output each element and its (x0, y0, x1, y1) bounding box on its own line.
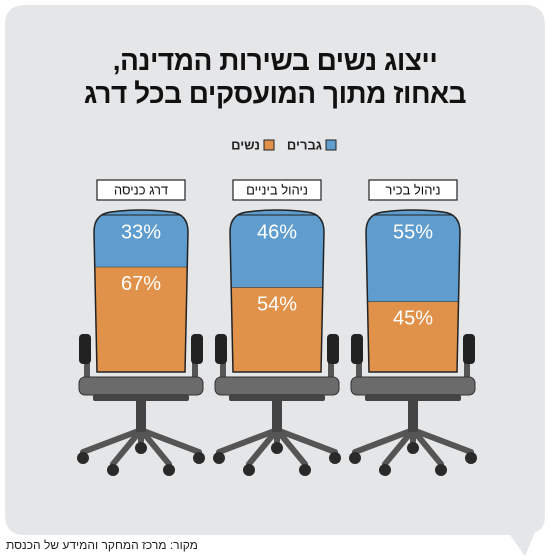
chair-stem (272, 398, 282, 432)
armrest-post (328, 355, 334, 385)
chair-mechanism (93, 394, 189, 401)
armrest-post (464, 355, 470, 385)
category-label: ניהול ביניים (246, 182, 308, 197)
chair-outline (365, 209, 461, 373)
chair-wheel (435, 464, 447, 476)
bar-segment (94, 210, 188, 267)
category-box (96, 179, 186, 201)
chair-wheel (213, 452, 225, 464)
chair-leg (80, 427, 144, 455)
chair-leg (110, 427, 144, 467)
armrest-post (220, 355, 226, 385)
value-label: 67% (121, 273, 161, 295)
category-label: ניהול בכיר (385, 182, 440, 197)
legend-label: נשים (231, 137, 260, 152)
bar-segment (230, 287, 324, 372)
chair-leg (410, 427, 444, 467)
legend-swatch (263, 139, 275, 151)
chair-leg (216, 427, 280, 455)
legend-swatch (325, 139, 337, 151)
chair-wheel (299, 464, 311, 476)
armrest (191, 334, 203, 364)
chair-back (94, 210, 188, 372)
chair-mechanism (365, 394, 461, 401)
chair-wheel (135, 442, 147, 454)
chair-stem (136, 398, 146, 432)
chair-wheel (243, 464, 255, 476)
bar-segment (94, 266, 188, 372)
chair-outline (229, 209, 325, 373)
armrest-post (192, 355, 198, 385)
chair-wheel (349, 452, 361, 464)
chair-mechanism (229, 394, 325, 401)
armrest (351, 334, 363, 364)
source: מקור: מרכז המחקר והמידע של הכנסת (6, 538, 198, 552)
value-label: 55% (393, 221, 433, 243)
value-label: 46% (257, 221, 297, 243)
armrest (463, 334, 475, 364)
chair-back (366, 210, 460, 372)
armrest-post (84, 355, 90, 385)
chair-leg (382, 427, 416, 467)
chair-leg (138, 427, 202, 455)
chair-wheel (379, 464, 391, 476)
chair-leg (274, 427, 338, 455)
armrest (327, 334, 339, 364)
category-box (368, 179, 458, 201)
chair-stem (408, 398, 418, 432)
value-label: 45% (393, 308, 433, 330)
chair-wheel (329, 452, 341, 464)
chair-wheel (163, 464, 175, 476)
bar-segment (230, 210, 324, 288)
chair-wheel (407, 442, 419, 454)
chair-leg (274, 427, 308, 467)
bar-segment (366, 301, 460, 372)
value-label: 33% (121, 221, 161, 243)
chair-seat (78, 376, 204, 396)
chair-wheel (271, 442, 283, 454)
chair-leg (138, 427, 172, 467)
value-label: 54% (257, 294, 297, 316)
category-label: דרג כניסה (114, 182, 168, 197)
chair-seat (350, 376, 476, 396)
legend-label: גברים (287, 137, 322, 152)
chair-back (230, 210, 324, 372)
chair-seat (214, 376, 340, 396)
title: ייצוג נשים בשירות המדינה, באחוז מתוך המו… (83, 45, 467, 109)
chair-leg (352, 427, 416, 455)
chair-leg (410, 427, 474, 455)
bar-segment (366, 210, 460, 302)
chair-wheel (107, 464, 119, 476)
chair-wheel (77, 452, 89, 464)
chair-wheel (465, 452, 477, 464)
armrest (215, 334, 227, 364)
category-box (232, 179, 322, 201)
armrest (79, 334, 91, 364)
chair-outline (93, 209, 189, 373)
chair-leg (246, 427, 280, 467)
armrest-post (356, 355, 362, 385)
chair-wheel (193, 452, 205, 464)
